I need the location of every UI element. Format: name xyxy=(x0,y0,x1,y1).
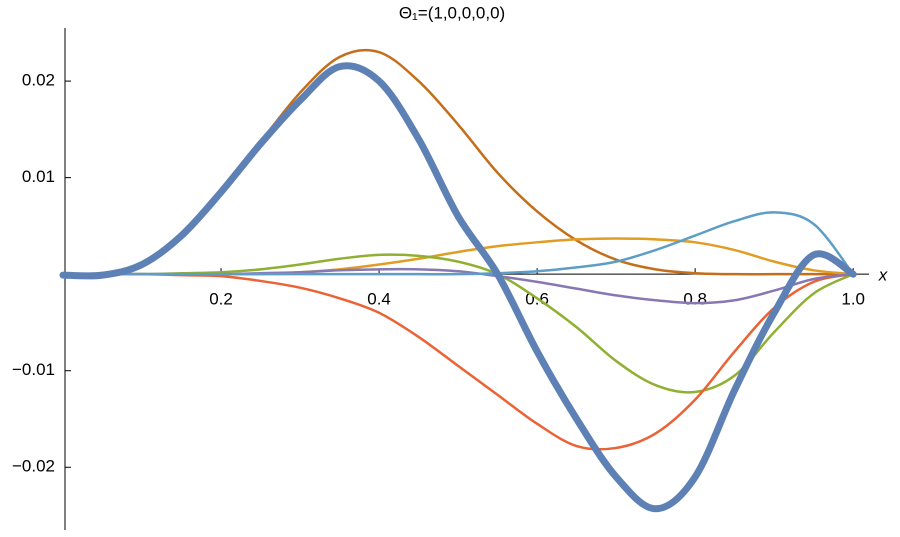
y-tick-label: 0.02 xyxy=(22,71,55,90)
x-tick-label: 0.2 xyxy=(209,290,233,309)
x-tick-label: 0.8 xyxy=(683,290,707,309)
line-series xyxy=(59,62,857,513)
line-series xyxy=(61,211,855,276)
y-tick-label: −0.02 xyxy=(12,457,55,476)
y-tick-label: 0.01 xyxy=(22,167,55,186)
x-tick-label: 0.4 xyxy=(367,290,391,309)
x-tick-label: 1.0 xyxy=(841,290,865,309)
line-series xyxy=(61,48,855,277)
chart-title: Θ₁=(1,0,0,0,0) xyxy=(399,3,505,22)
x-axis-label: x xyxy=(878,265,888,284)
y-tick-label: −0.01 xyxy=(12,360,55,379)
line-series xyxy=(61,237,855,276)
